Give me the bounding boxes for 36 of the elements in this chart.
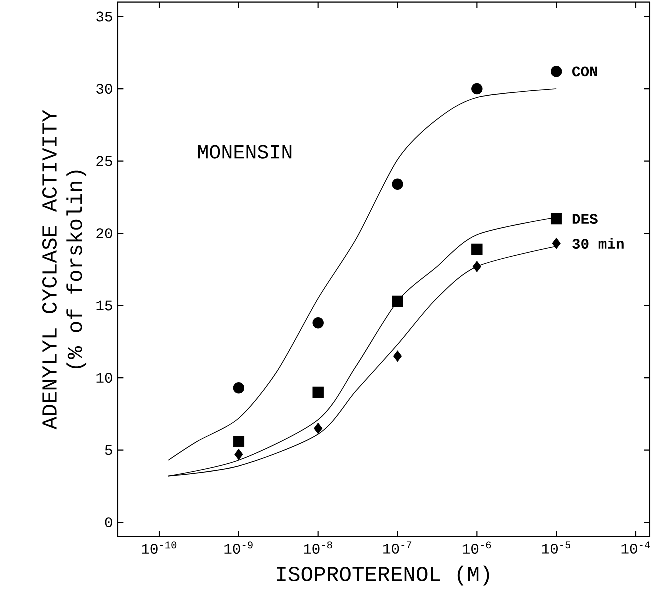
x-tick-label: 10$^{-10}$ [142,542,177,554]
x-tick-label: 10$^{-8}$ [304,542,332,554]
point [550,66,562,78]
y-tick-label: 15 [96,300,112,311]
y-tick-label: 30 [96,84,112,94]
x-tick-label: 10$^{-5}$ [542,542,571,554]
x-axis-title: ISOPROTERENOL (M) [277,566,490,586]
point [550,213,562,225]
point [472,244,483,256]
legend-label: 30 min [572,238,624,250]
point [312,386,324,398]
point [393,350,402,362]
point [312,318,324,329]
point [552,238,561,250]
point [234,449,244,460]
annotation: MONENSIN [198,145,292,159]
y-axis-title: ADENYLYL CYCLASE ACTIVITY (% of forskolin) [42,110,87,430]
y-tick-label: 25 [96,156,112,166]
x-tick-label: 10$^{-7}$ [384,542,412,554]
x-tick-label: 10$^{-6}$ [462,542,492,554]
point [314,423,323,434]
point [472,83,483,95]
point [233,382,245,394]
series-label: CON [572,66,598,77]
y-tick-label: 20 [96,228,112,239]
y-tick-label: 10 [96,373,112,384]
point [392,178,404,190]
y-tick-label: 5 [105,445,112,456]
y-tick-label: 0 [105,518,112,528]
x-tick-label: 10$^{-9}$ [224,542,253,554]
point [233,436,245,448]
point [392,296,404,308]
y-tick-label: 35 [96,12,112,22]
x-tick-label: 10$^{-4}$ [622,542,650,554]
series-label: DES [572,214,598,224]
point [472,261,482,272]
